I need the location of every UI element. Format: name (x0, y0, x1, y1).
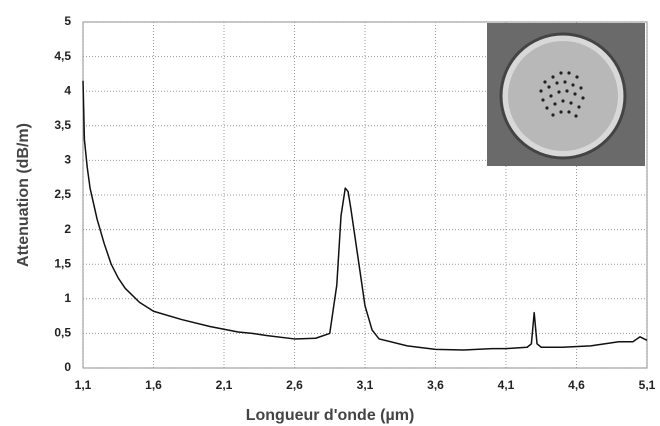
x-tick-label: 1,1 (75, 378, 92, 392)
y-tick-label: 4,5 (54, 49, 71, 63)
y-tick-label: 1 (64, 291, 71, 305)
y-axis-title: Attenuation (dB/m) (15, 123, 32, 267)
x-tick-label: 3,1 (357, 378, 374, 392)
y-tick-label: 5 (64, 14, 71, 28)
x-axis-title: Longueur d'onde (µm) (246, 407, 415, 424)
y-tick-label: 2,5 (54, 187, 71, 201)
y-tick-label: 4 (64, 83, 71, 97)
y-tick-label: 2 (64, 222, 71, 236)
x-tick-label: 1,6 (145, 378, 162, 392)
x-tick-label: 3,6 (427, 378, 444, 392)
y-tick-label: 1,5 (54, 256, 71, 270)
x-tick-label: 4,6 (568, 378, 585, 392)
inset-image (487, 23, 645, 166)
x-tick-label: 2,6 (286, 378, 303, 392)
x-tick-label: 2,1 (216, 378, 233, 392)
y-tick-label: 0 (64, 360, 71, 374)
data-line (82, 80, 648, 351)
y-tick-label: 0,5 (54, 326, 71, 340)
y-tick-label: 3 (64, 153, 71, 167)
x-tick-label: 5,1 (639, 378, 656, 392)
y-tick-label: 3,5 (54, 118, 71, 132)
x-tick-label: 4,1 (498, 378, 515, 392)
